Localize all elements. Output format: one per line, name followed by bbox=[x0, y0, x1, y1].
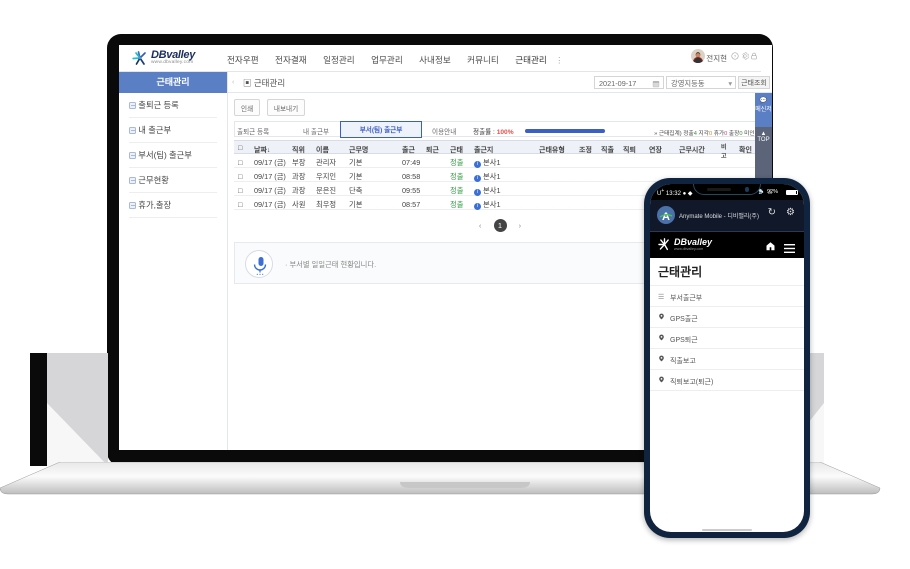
svg-text:A: A bbox=[662, 211, 670, 223]
svg-text:?: ? bbox=[734, 53, 737, 58]
